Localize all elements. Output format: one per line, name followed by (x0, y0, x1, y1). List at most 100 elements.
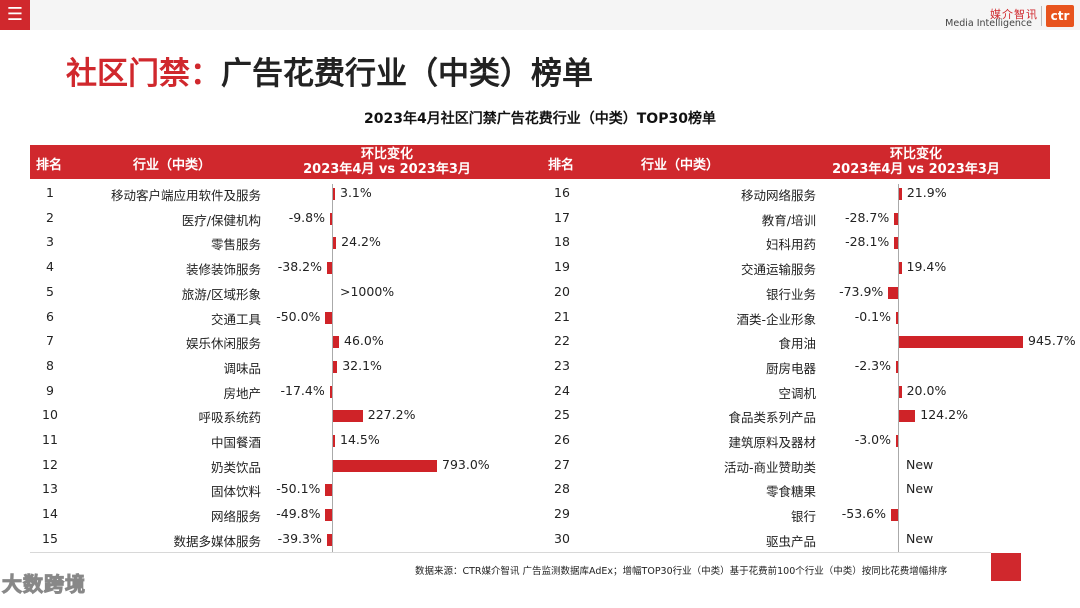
page-title-rest: 广告花费行业（中类）榜单 (221, 56, 593, 92)
rank-cell: 14 (42, 506, 58, 522)
industry-cell: 零售服务 (210, 237, 261, 253)
change-bar (899, 262, 902, 275)
header-change-line2: 2023年4月 vs 2023年3月 (832, 162, 1000, 177)
table-row: 15 数据多媒体服务 -39.3% (0, 528, 1080, 552)
footer-divider (30, 552, 991, 553)
change-bar (333, 435, 335, 447)
change-bar (330, 212, 332, 225)
page-title-red: 社区门禁： (66, 56, 221, 92)
industry-cell: 移动网络服务 (740, 188, 816, 203)
logo-divider (1041, 6, 1042, 26)
industry-cell: 银行 (790, 509, 816, 525)
table-row: 7 娱乐休闲服务 46.0% (0, 330, 1080, 354)
hamburger-icon[interactable]: ☰ (0, 0, 30, 30)
change-value-label: New (906, 530, 934, 546)
industry-cell: 数据多媒体服务 (173, 533, 261, 549)
rank-cell: 1 (46, 185, 54, 200)
change-value-label: -73.9% (839, 283, 884, 299)
table-row: 26 建筑原料及器材 -3.0% (0, 429, 1080, 453)
change-value-label: 46.0% (344, 333, 384, 349)
table-row: 14 网络服务 -49.8% (0, 503, 1080, 527)
industry-cell: 活动-商业赞助类 (723, 459, 816, 475)
header-change-line1: 环比变化 (889, 147, 942, 162)
table-row: 12 奶类饮品 793.0% (0, 454, 1080, 478)
rank-cell: 8 (46, 357, 54, 373)
change-value-label: New (906, 456, 934, 472)
industry-cell: 房地产 (223, 385, 261, 401)
rank-cell: 2 (46, 209, 54, 225)
table-row: 9 房地产 -17.4% (0, 380, 1080, 404)
industry-cell: 医疗/保健机构 (181, 212, 261, 228)
change-value-label: >1000% (340, 283, 395, 299)
change-value-label: 20.0% (906, 382, 947, 398)
change-value-label: -9.8% (288, 209, 325, 225)
change-value-label: 19.4% (906, 259, 947, 275)
change-bar (896, 435, 898, 447)
change-bar (894, 212, 898, 225)
chart-title: 2023年4月社区门禁广告花费行业（中类）TOP30榜单 (364, 111, 716, 127)
industry-cell: 厨房电器 (765, 360, 816, 376)
rank-cell: 29 (554, 506, 570, 522)
header-change-line2: 2023年4月 vs 2023年3月 (303, 162, 471, 177)
table-row: 19 交通运输服务 19.4% (0, 256, 1080, 280)
table-row: 24 空调机 20.0% (0, 380, 1080, 404)
table-row: 11 中国餐酒 14.5% (0, 429, 1080, 453)
header-rank: 排名 (36, 158, 63, 173)
rank-cell: 18 (554, 234, 570, 250)
table-row: 18 妇科用药 -28.1% (0, 231, 1080, 255)
change-bar (333, 410, 363, 423)
table-row: 5 旅游/区域形象 >1000% (0, 281, 1080, 305)
change-bar (326, 533, 332, 546)
table-row: 16 移动网络服务 21.9% (0, 182, 1080, 206)
change-bar (333, 459, 437, 472)
industry-cell: 驱虫产品 (765, 533, 816, 549)
change-value-label: -50.0% (276, 308, 321, 324)
ctr-logo: ctr (1046, 5, 1074, 27)
page-title: 社区门禁：广告花费行业（中类）榜单 (66, 48, 593, 93)
change-value-label: New (906, 481, 934, 497)
change-bar (325, 509, 332, 522)
change-value-label: 124.2% (920, 407, 968, 423)
change-value-label: -28.1% (845, 234, 890, 250)
change-value-label: -28.7% (845, 209, 890, 225)
rank-cell: 26 (554, 432, 570, 447)
industry-cell: 旅游/区域形象 (181, 286, 261, 302)
header-change: 环比变化 2023年4月 vs 2023年3月 (287, 147, 487, 177)
industry-cell: 零食糖果 (765, 484, 816, 500)
change-value-label: 3.1% (340, 185, 372, 200)
rank-cell: 24 (554, 382, 570, 398)
rank-cell: 10 (42, 407, 58, 423)
rank-cell: 20 (554, 283, 570, 299)
change-bar (896, 311, 898, 324)
industry-cell: 食用油 (778, 336, 816, 352)
rank-cell: 7 (46, 333, 54, 349)
table-row: 21 酒类-企业形象 -0.1% (0, 306, 1080, 330)
rank-cell: 23 (554, 357, 570, 373)
industry-cell: 酒类-企业形象 (736, 311, 816, 327)
table-row: 23 厨房电器 -2.3% (0, 355, 1080, 379)
table-row: 3 零售服务 24.2% (0, 231, 1080, 255)
change-bar (899, 410, 916, 423)
table-row: 13 固体饮料 -50.1% (0, 478, 1080, 502)
industry-cell: 空调机 (778, 385, 816, 401)
zero-axis (332, 184, 333, 553)
industry-cell: 呼吸系统药 (198, 410, 261, 426)
industry-cell: 网络服务 (210, 509, 261, 525)
industry-cell: 交通工具 (210, 311, 261, 327)
rank-cell: 15 (42, 530, 58, 546)
table-row: 4 装修装饰服务 -38.2% (0, 256, 1080, 280)
change-bar (896, 360, 898, 373)
change-value-label: -3.0% (854, 432, 891, 447)
table-row: 22 食用油 945.7% (0, 330, 1080, 354)
change-bar (890, 509, 898, 522)
change-bar (325, 311, 332, 324)
header-change: 环比变化 2023年4月 vs 2023年3月 (816, 147, 1016, 177)
source-note: 数据来源：CTR媒介智讯 广告监测数据库AdEx；增幅TOP30行业（中类）基于… (415, 566, 948, 577)
logo-en-text: Media Intelligence (945, 18, 1032, 29)
rank-cell: 21 (554, 308, 570, 324)
rank-cell: 4 (46, 259, 54, 275)
change-value-label: 945.7% (1028, 333, 1076, 349)
table-row: 17 教育/培训 -28.7% (0, 207, 1080, 231)
footer-accent (991, 553, 1021, 581)
table-row: 8 调味品 32.1% (0, 355, 1080, 379)
